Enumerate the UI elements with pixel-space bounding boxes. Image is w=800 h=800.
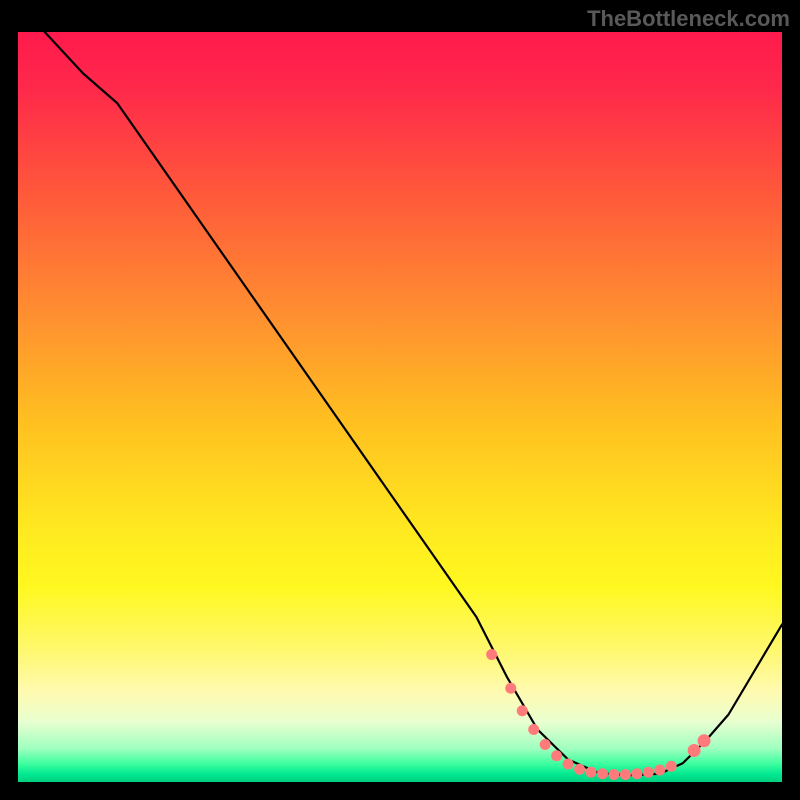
scatter-point <box>643 767 654 778</box>
scatter-point <box>551 750 562 761</box>
scatter-point <box>620 769 631 780</box>
scatter-point <box>654 765 665 776</box>
scatter-point <box>586 767 597 778</box>
watermark-text: TheBottleneck.com <box>587 6 790 32</box>
scatter-point <box>563 759 574 770</box>
chart-area <box>18 32 782 782</box>
scatter-point <box>540 739 551 750</box>
scatter-point <box>608 769 619 780</box>
bottleneck-chart <box>18 32 782 782</box>
scatter-point <box>631 768 642 779</box>
chart-container: TheBottleneck.com <box>0 0 800 800</box>
scatter-point <box>698 734 711 747</box>
scatter-point <box>528 724 539 735</box>
scatter-point <box>574 764 585 775</box>
scatter-point <box>597 768 608 779</box>
scatter-point <box>688 744 701 757</box>
gradient-background <box>18 32 782 782</box>
scatter-point <box>666 761 677 772</box>
scatter-point <box>486 649 497 660</box>
scatter-point <box>505 683 516 694</box>
scatter-point <box>517 705 528 716</box>
